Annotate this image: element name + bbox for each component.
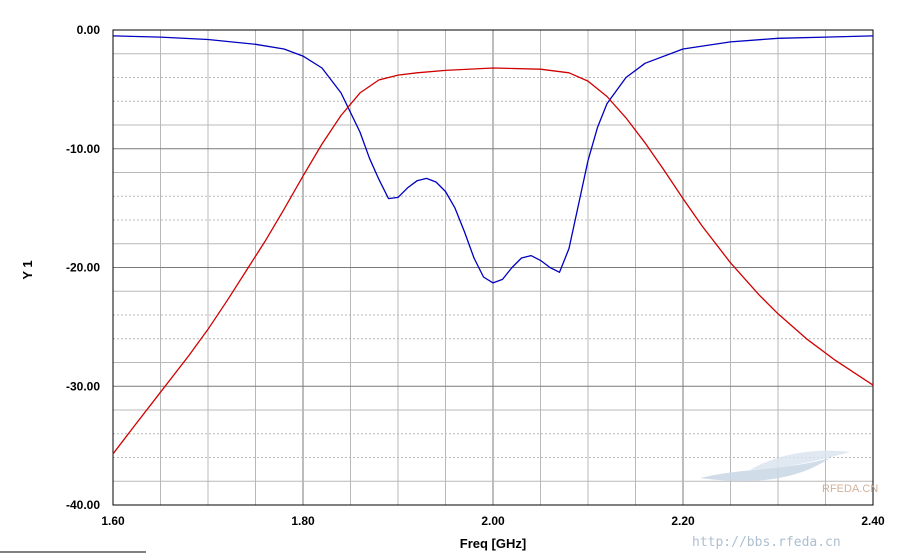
grid bbox=[113, 30, 873, 505]
watermark-bird-icon bbox=[700, 450, 850, 482]
watermark-url: http://bbs.rfeda.cn bbox=[692, 535, 841, 550]
x-tick-label: 1.60 bbox=[101, 514, 125, 528]
y-tick-labels: 0.00 -10.00 -20.00 -30.00 -40.00 bbox=[66, 23, 100, 512]
y-tick-label: -20.00 bbox=[66, 261, 100, 275]
x-tick-label: 2.40 bbox=[861, 514, 885, 528]
x-tick-label: 2.00 bbox=[481, 514, 505, 528]
x-tick-label: 2.20 bbox=[671, 514, 695, 528]
y-tick-label: 0.00 bbox=[77, 23, 101, 37]
series-line-2 bbox=[112, 67, 874, 455]
watermark-brand: RFEDA.CN bbox=[822, 483, 878, 495]
x-tick-label: 1.80 bbox=[291, 514, 315, 528]
x-tick-labels: 1.60 1.80 2.00 2.20 2.40 bbox=[101, 514, 885, 528]
series-group bbox=[112, 35, 874, 455]
x-axis-title: Freq [GHz] bbox=[460, 536, 526, 551]
y-tick-label: -10.00 bbox=[66, 142, 100, 156]
y-tick-label: -40.00 bbox=[66, 498, 100, 512]
y-axis-title: Y 1 bbox=[20, 260, 35, 279]
plot-frame bbox=[112, 29, 874, 506]
y-tick-label: -30.00 bbox=[66, 379, 100, 393]
watermark: RFEDA.CN http://bbs.rfeda.cn bbox=[692, 450, 878, 550]
